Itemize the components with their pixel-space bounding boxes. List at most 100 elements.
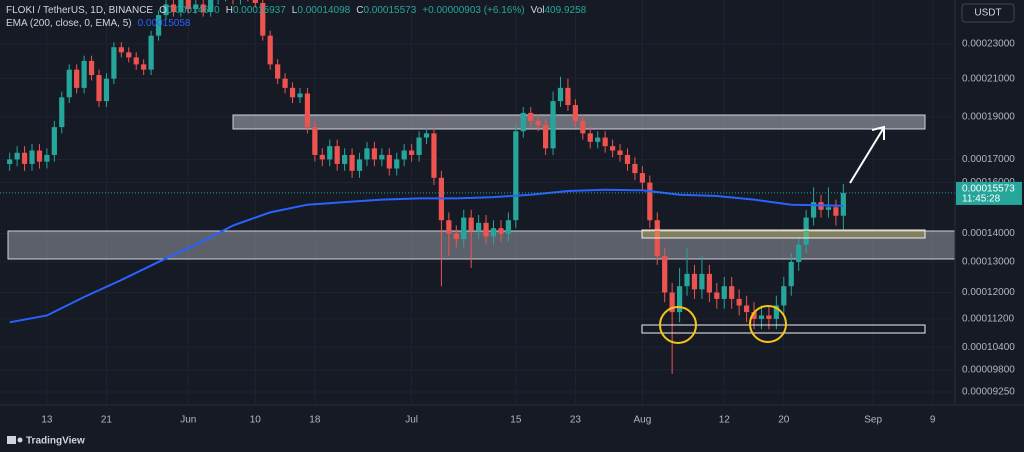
candle-body [111, 47, 117, 79]
candle-body [647, 182, 653, 221]
candle-body [669, 292, 675, 313]
candle-body [766, 315, 772, 319]
indicator-label: EMA (200, close, 0, EMA, 5) [6, 18, 132, 29]
candle-body [59, 97, 65, 128]
candle-body [520, 112, 526, 132]
legend-line: FLOKI / TetherUS, 1D, BINANCE O0.00014670… [6, 5, 587, 16]
x-tick-label: 18 [309, 415, 321, 426]
candle-body [684, 273, 690, 287]
candle-body [193, 4, 199, 9]
candle-body [423, 133, 430, 138]
candle-body [88, 60, 95, 76]
candle-body [714, 292, 720, 299]
candle-body [498, 228, 504, 234]
candle-body [721, 286, 727, 299]
brand-name: TradingView [26, 436, 85, 447]
candle-body [833, 207, 839, 216]
candle-body [178, 0, 184, 13]
legend-key: O [159, 5, 167, 16]
last-price-box [956, 181, 1022, 205]
candle-body [513, 131, 519, 221]
candle-body [595, 137, 601, 142]
candle-body [74, 69, 80, 88]
candle-body [319, 154, 325, 160]
candle-body [208, 0, 214, 13]
candle-body [312, 127, 318, 155]
candle-body [275, 64, 281, 79]
candle-body [81, 60, 87, 88]
candle-body [334, 146, 340, 164]
candle-body [371, 148, 378, 160]
candle-body [36, 150, 43, 162]
x-tick-label: Aug [633, 415, 651, 426]
y-tick-label: 0.00012000 [962, 287, 1015, 298]
x-tick-label: Sep [864, 415, 882, 426]
candle-body [29, 150, 35, 164]
candle-body [289, 87, 296, 98]
legend-key: C [356, 5, 363, 16]
candle-body [699, 273, 705, 290]
candle-body [743, 305, 750, 313]
candle-body [632, 163, 638, 174]
legend-key: L [292, 5, 298, 16]
y-tick-label: 0.00009250 [962, 387, 1015, 398]
drawings-top [641, 125, 926, 344]
candle-body [44, 154, 50, 162]
candle-body [528, 112, 534, 121]
candle-body [401, 150, 407, 160]
brand-logo [17, 437, 23, 443]
legend-key: H [226, 5, 233, 16]
y-tick-label: 0.00019000 [962, 112, 1015, 123]
x-tick-label: 10 [250, 415, 262, 426]
candle-body [810, 202, 817, 218]
y-tick-label: 0.00010400 [962, 342, 1015, 353]
currency[interactable]: USDT [974, 8, 1001, 19]
legend-value: 0.00015937 [233, 5, 286, 16]
candle-body [758, 315, 765, 319]
currency-button[interactable] [961, 3, 1015, 23]
candle-body [416, 137, 422, 155]
last-price-label: 0.00015573 [962, 184, 1015, 195]
candle-body [505, 220, 511, 234]
candle-body [267, 35, 273, 65]
candle-body [550, 101, 556, 149]
x-tick-label: 23 [570, 415, 582, 426]
legend-value: 409.9258 [545, 5, 587, 16]
candle-body [639, 173, 645, 183]
brand: TradingView [7, 436, 85, 447]
candle-body [51, 127, 57, 155]
candle-body [349, 154, 355, 171]
y-tick-label: 0.00014000 [962, 228, 1015, 239]
indicator-value: 0.00015058 [138, 18, 191, 29]
candle-body [446, 220, 452, 234]
x-tick-label: 21 [101, 415, 113, 426]
candle-body [587, 133, 593, 142]
candle-body [327, 146, 333, 160]
candle-body [706, 273, 712, 293]
candle-body [453, 233, 459, 240]
symbol: FLOKI / TetherUS, 1D, BINANCE [6, 5, 153, 16]
candle-body [490, 228, 497, 237]
candle-body [825, 207, 832, 210]
candle-body [21, 152, 28, 164]
candle-body [609, 146, 616, 151]
y-tick-label: 0.00017000 [962, 154, 1015, 165]
x-tick-label: 9 [930, 415, 936, 426]
legend-value: 0.00015573 [363, 5, 416, 16]
y-tick-label: 0.00009800 [962, 365, 1015, 376]
candle-body [796, 244, 802, 262]
candle-body [662, 256, 668, 293]
candle-body [729, 286, 735, 299]
arrow-shaft [849, 128, 884, 184]
candle-body [572, 105, 578, 121]
candle-body [736, 298, 742, 306]
grid [0, 0, 955, 405]
candle-body [557, 87, 564, 102]
candle-body [394, 159, 400, 169]
candle-body [260, 2, 266, 36]
candle-body [163, 4, 169, 16]
candle-body [476, 222, 482, 231]
candle-body [66, 69, 72, 98]
